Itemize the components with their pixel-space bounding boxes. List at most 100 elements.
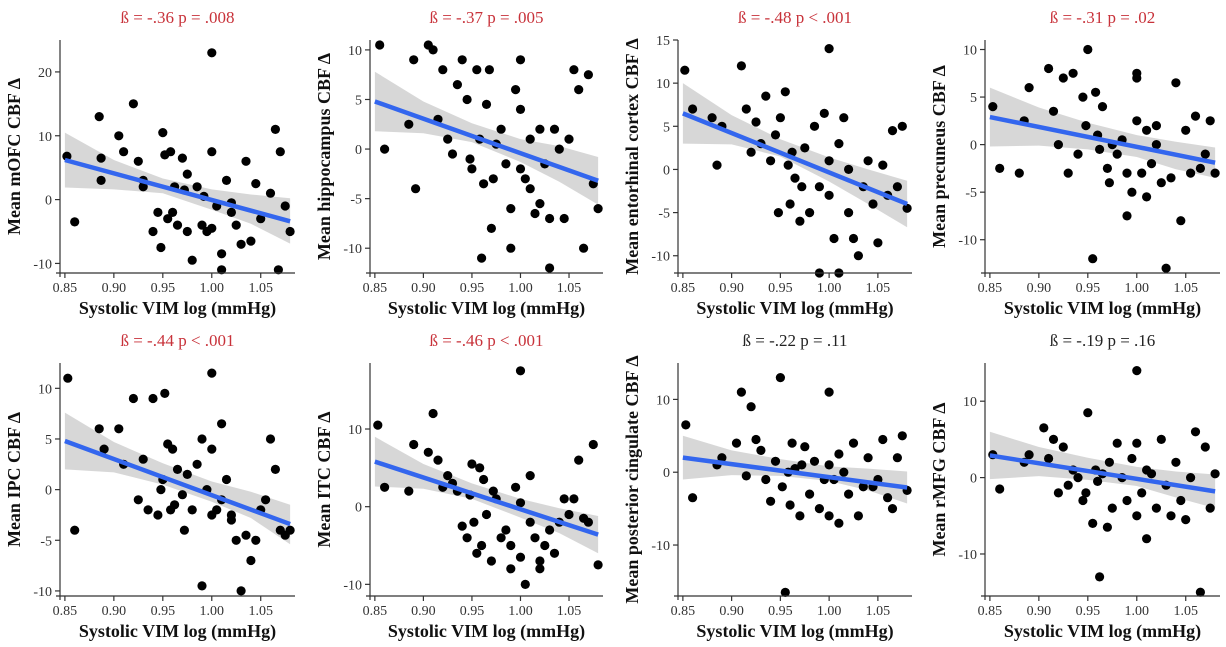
data-point (775, 113, 786, 123)
data-point (853, 511, 864, 521)
y-tick-label: 20 (38, 66, 52, 81)
data-point (878, 434, 888, 445)
data-point (96, 175, 106, 185)
data-point (800, 143, 810, 153)
stats-annotation: ß = -.31 p = .02 (1050, 8, 1156, 27)
data-point (688, 104, 698, 114)
data-point (741, 104, 751, 114)
data-point (501, 159, 511, 169)
data-point (897, 121, 907, 131)
data-point (809, 121, 820, 131)
data-point (1156, 434, 1166, 444)
data-point (433, 455, 443, 465)
data-point (488, 486, 498, 496)
data-point (736, 387, 747, 397)
data-point (1088, 254, 1098, 264)
data-point (805, 208, 815, 218)
x-tick-label: 1.05 (1173, 604, 1198, 619)
data-point (1127, 187, 1137, 197)
data-point (197, 581, 207, 591)
data-point (545, 213, 555, 224)
scatter-panel: ß = -.48 p < .001 0.85 0.90 0.95 1.00 1.05 -10… (622, 8, 912, 319)
data-point (1171, 78, 1181, 88)
data-point (569, 494, 579, 504)
data-point (863, 156, 873, 166)
data-point (583, 517, 594, 527)
data-point (143, 505, 153, 515)
y-tick-label: 0 (45, 194, 52, 209)
data-point (241, 156, 251, 166)
data-point (1095, 144, 1105, 154)
data-point (1068, 68, 1078, 78)
regression-line (989, 453, 1216, 494)
y-tick-label: 0 (355, 501, 362, 516)
y-tick-label: 0 (663, 163, 670, 178)
data-point (1044, 453, 1054, 464)
data-point (1073, 149, 1083, 159)
data-point (773, 208, 784, 218)
data-point (138, 454, 148, 464)
stats-annotation: ß = -.44 p < .001 (120, 331, 234, 350)
x-tick-label: 0.90 (411, 604, 436, 619)
data-point (207, 48, 217, 58)
x-tick-label: 0.85 (978, 281, 1003, 296)
data-point (579, 243, 589, 253)
data-point (515, 164, 526, 174)
data-point (1137, 488, 1147, 498)
data-point (797, 460, 807, 470)
data-point (182, 469, 192, 479)
data-point (712, 160, 722, 170)
data-point (506, 243, 516, 253)
y-tick-label: -10 (958, 548, 977, 563)
data-point (221, 474, 232, 485)
data-point (484, 65, 494, 75)
data-point (481, 509, 492, 520)
stats-annotation: ß = -.19 p = .16 (1050, 331, 1156, 350)
data-point (1053, 140, 1063, 150)
data-point (179, 525, 189, 535)
x-tick-label: 1.05 (1173, 281, 1198, 296)
data-point (809, 456, 820, 466)
data-point (1081, 121, 1091, 131)
data-point (780, 587, 790, 598)
data-point (839, 467, 849, 477)
data-point (469, 517, 479, 527)
data-point (1151, 121, 1161, 131)
y-tick-label: -10 (651, 539, 670, 554)
data-point (564, 509, 574, 520)
data-point (746, 402, 756, 412)
data-point (270, 464, 280, 474)
data-point (593, 204, 603, 214)
data-point (824, 156, 834, 166)
data-point (488, 174, 498, 184)
data-point (770, 130, 781, 140)
data-point (170, 500, 180, 510)
data-point (1176, 495, 1186, 506)
data-point (457, 521, 467, 531)
data-point (1039, 423, 1049, 433)
x-tick-label: 1.00 (817, 281, 842, 296)
data-point (545, 263, 555, 273)
stats-annotation: ß = -.46 p < .001 (429, 331, 543, 350)
data-point (404, 119, 414, 129)
data-point (70, 217, 80, 227)
data-point (477, 540, 487, 551)
data-point (114, 424, 124, 434)
y-tick-label: -10 (343, 242, 362, 257)
x-tick-label: 0.85 (363, 604, 388, 619)
data-point (834, 139, 844, 149)
data-point (1181, 515, 1191, 525)
data-point (848, 438, 859, 448)
data-point (1044, 63, 1054, 74)
x-tick-label: 0.95 (768, 281, 793, 296)
data-point (988, 102, 998, 112)
data-point (411, 184, 421, 194)
data-point (479, 474, 489, 485)
data-point (770, 456, 781, 466)
x-tick-label: 1.05 (866, 281, 891, 296)
stats-annotation: ß = -.22 p = .11 (743, 331, 848, 350)
data-point (569, 65, 579, 75)
data-point (177, 153, 187, 163)
data-point (1122, 168, 1132, 178)
